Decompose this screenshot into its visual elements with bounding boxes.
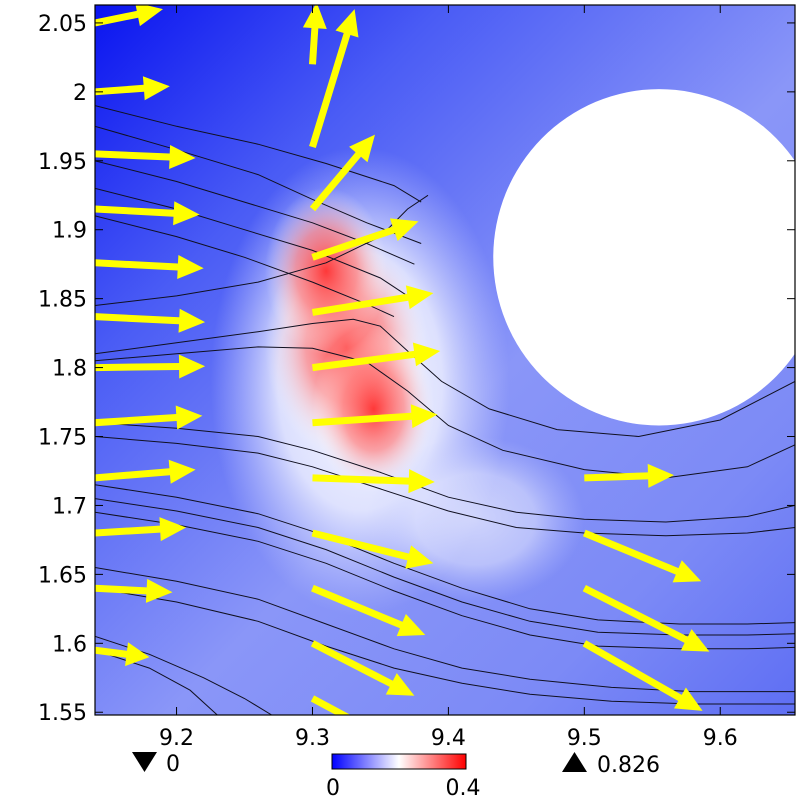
velocity-arrow [95, 76, 170, 101]
velocity-arrows [95, 5, 710, 715]
y-tick-label: 1.9 [52, 219, 87, 244]
max-marker-icon [562, 752, 587, 772]
x-tick-label: 9.5 [567, 726, 602, 751]
velocity-arrow [311, 218, 419, 261]
colorbar-max-label: 0.4 [446, 776, 481, 800]
streamline [95, 194, 429, 306]
colorbar-min-label: 0 [326, 776, 340, 800]
streamline [95, 160, 415, 265]
streamline [95, 649, 218, 715]
velocity-arrow [95, 517, 187, 542]
velocity-arrow [95, 405, 203, 430]
y-tick-label: 2.05 [38, 12, 87, 37]
velocity-arrow [583, 529, 702, 583]
velocity-arrow [95, 459, 196, 484]
velocity-arrow [582, 585, 710, 652]
streamline [95, 346, 795, 479]
streamline [95, 318, 795, 438]
y-tick-label: 1.8 [52, 357, 87, 382]
y-tick-label: 1.7 [52, 494, 87, 519]
x-tick-label: 9.6 [703, 726, 738, 751]
velocity-arrow [95, 354, 206, 379]
velocity-arrow [95, 642, 150, 667]
velocity-arrow [311, 584, 426, 637]
velocity-arrow [95, 308, 206, 333]
streamline [95, 587, 795, 705]
velocity-arrow [311, 285, 434, 316]
max-value-label: 0.826 [597, 753, 660, 778]
axes: 9.2 9.3 9.4 9.5 9.6 2.05 2 1.95 1.9 1.85 1.8 1.75 1.… [38, 4, 796, 751]
y-tick-label: 1.75 [38, 426, 87, 451]
velocity-arrow [310, 695, 351, 715]
heat-spot [264, 187, 388, 355]
streamline [95, 422, 795, 523]
velocity-arrow [309, 134, 375, 212]
velocity-arrow [95, 201, 200, 226]
streamline [95, 498, 795, 636]
streamline [95, 125, 422, 244]
y-tick-label: 1.55 [38, 701, 87, 726]
streamline [95, 567, 795, 693]
velocity-arrow [95, 145, 196, 169]
x-tick-label: 9.2 [159, 726, 194, 751]
streamline [95, 436, 795, 537]
y-tick-label: 2 [73, 81, 87, 106]
velocity-arrow [302, 5, 327, 65]
x-tick-label: 9.4 [431, 726, 466, 751]
y-tick-label: 1.85 [38, 288, 87, 313]
velocity-arrow [584, 463, 674, 488]
legend: 0 0 0.4 0.826 [132, 752, 660, 801]
y-tick-label: 1.95 [38, 150, 87, 175]
streamline [95, 484, 795, 625]
velocity-arrow [95, 255, 204, 279]
streamlines [95, 105, 795, 715]
velocity-arrow [309, 9, 359, 148]
plot-frame [94, 4, 796, 716]
y-tick-label: 1.65 [38, 563, 87, 588]
streamline [95, 187, 408, 297]
obstacle-hole [493, 89, 795, 426]
colorbar [331, 753, 467, 770]
x-tick-label: 9.3 [295, 726, 330, 751]
y-tick-label: 1.6 [52, 632, 87, 657]
velocity-arrow [312, 469, 435, 494]
velocity-arrow [312, 404, 438, 429]
min-value-label: 0 [166, 752, 180, 777]
velocity-arrow [310, 640, 415, 696]
streamline [95, 105, 422, 203]
min-marker-icon [132, 752, 157, 772]
plot-area [95, 5, 795, 715]
obstacle-circle [493, 89, 795, 426]
velocity-arrow [311, 529, 434, 569]
velocity-arrow [95, 578, 173, 603]
velocity-arrow [582, 640, 703, 711]
velocity-arrow [312, 342, 441, 372]
velocity-arrow [95, 5, 163, 27]
